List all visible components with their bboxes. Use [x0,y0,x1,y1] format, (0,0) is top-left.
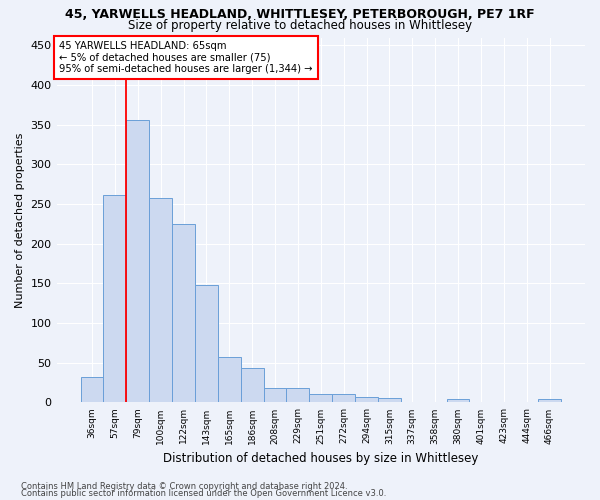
Bar [103,196,127,402]
Bar [332,394,355,402]
Bar [127,120,149,403]
Bar [378,398,401,402]
Bar [446,400,469,402]
Bar [310,394,332,402]
Bar [355,397,378,402]
Text: 45, YARWELLS HEADLAND, WHITTLESEY, PETERBOROUGH, PE7 1RF: 45, YARWELLS HEADLAND, WHITTLESEY, PETER… [65,8,535,20]
Bar [241,368,263,402]
Bar [218,357,241,403]
Text: Size of property relative to detached houses in Whittlesey: Size of property relative to detached ho… [128,18,472,32]
Text: 45 YARWELLS HEADLAND: 65sqm
← 5% of detached houses are smaller (75)
95% of semi: 45 YARWELLS HEADLAND: 65sqm ← 5% of deta… [59,41,313,74]
Text: Contains public sector information licensed under the Open Government Licence v3: Contains public sector information licen… [21,489,386,498]
Bar [263,388,286,402]
Bar [80,377,103,402]
Bar [538,400,561,402]
Bar [172,224,195,402]
Bar [149,198,172,402]
Text: Contains HM Land Registry data © Crown copyright and database right 2024.: Contains HM Land Registry data © Crown c… [21,482,347,491]
Bar [286,388,310,402]
Y-axis label: Number of detached properties: Number of detached properties [15,132,25,308]
Bar [195,285,218,403]
X-axis label: Distribution of detached houses by size in Whittlesey: Distribution of detached houses by size … [163,452,478,465]
